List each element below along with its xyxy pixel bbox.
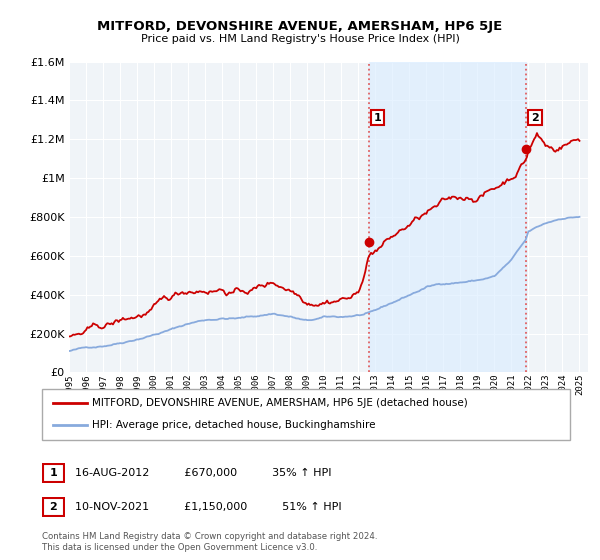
FancyBboxPatch shape: [42, 389, 570, 440]
FancyBboxPatch shape: [43, 498, 64, 516]
FancyBboxPatch shape: [43, 464, 64, 482]
Text: 1: 1: [50, 468, 57, 478]
Text: 16-AUG-2012          £670,000          35% ↑ HPI: 16-AUG-2012 £670,000 35% ↑ HPI: [75, 468, 331, 478]
Text: 2: 2: [50, 502, 57, 512]
Text: MITFORD, DEVONSHIRE AVENUE, AMERSHAM, HP6 5JE: MITFORD, DEVONSHIRE AVENUE, AMERSHAM, HP…: [97, 20, 503, 32]
Bar: [369, 62, 526, 372]
Text: 10-NOV-2021          £1,150,000          51% ↑ HPI: 10-NOV-2021 £1,150,000 51% ↑ HPI: [75, 502, 341, 512]
Text: HPI: Average price, detached house, Buckinghamshire: HPI: Average price, detached house, Buck…: [92, 421, 376, 431]
Text: Contains HM Land Registry data © Crown copyright and database right 2024.
This d: Contains HM Land Registry data © Crown c…: [42, 532, 377, 552]
Text: Price paid vs. HM Land Registry's House Price Index (HPI): Price paid vs. HM Land Registry's House …: [140, 34, 460, 44]
Text: MITFORD, DEVONSHIRE AVENUE, AMERSHAM, HP6 5JE (detached house): MITFORD, DEVONSHIRE AVENUE, AMERSHAM, HP…: [92, 398, 468, 408]
Text: 2: 2: [531, 113, 539, 123]
Text: 1: 1: [374, 113, 382, 123]
